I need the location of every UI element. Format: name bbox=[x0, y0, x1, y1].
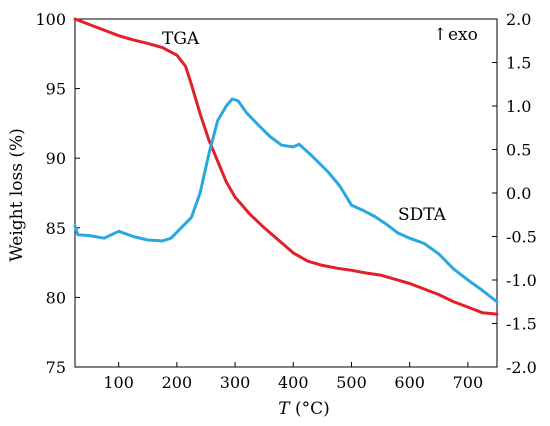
series-line-tga bbox=[73, 17, 499, 316]
exo-arrow-icon: ↑ bbox=[433, 25, 447, 45]
x-axis-title-symbol: T bbox=[278, 399, 291, 419]
x-tick-label: 200 bbox=[162, 373, 193, 392]
y-axis-left: 75 80 85 90 95 100 bbox=[35, 10, 80, 377]
y-left-tick-label: 100 bbox=[35, 10, 66, 29]
x-tick-label: 600 bbox=[394, 373, 425, 392]
series-group bbox=[73, 17, 499, 316]
y-left-tick-label: 80 bbox=[46, 288, 66, 307]
y-right-tick-label: 0.5 bbox=[506, 141, 531, 160]
plot-frame bbox=[74, 18, 498, 368]
exo-label: exo bbox=[448, 25, 478, 45]
sdta-label: SDTA bbox=[398, 205, 447, 225]
y-left-tick-label: 90 bbox=[46, 149, 66, 168]
y-right-tick-label: -0.5 bbox=[506, 228, 537, 247]
y-right-tick-label: 0.0 bbox=[506, 184, 531, 203]
y-right-tick-label: 2.0 bbox=[506, 10, 531, 29]
y-left-tick-label: 75 bbox=[46, 358, 66, 377]
x-tick-label: 400 bbox=[278, 373, 309, 392]
y-axis-right: -2.0 -1.5 -1.0 -0.5 0.0 0.5 1.0 1.5 2.0 bbox=[492, 10, 537, 377]
y-right-tick-label: -1.0 bbox=[506, 271, 537, 290]
x-axis-title-unit: (°C) bbox=[290, 399, 330, 419]
x-tick-label: 700 bbox=[453, 373, 484, 392]
y-left-tick-label: 95 bbox=[46, 80, 66, 99]
tga-label: TGA bbox=[162, 29, 200, 49]
y-right-tick-label: 1.5 bbox=[506, 54, 531, 73]
x-tick-label: 500 bbox=[336, 373, 367, 392]
y-right-tick-label: -2.0 bbox=[506, 358, 537, 377]
x-axis: 100 200 300 400 500 600 700 bbox=[103, 362, 483, 392]
y-left-tick-label: 85 bbox=[46, 219, 66, 238]
series-line-sdta bbox=[73, 97, 499, 304]
y-axis-left-title: Weight loss (%) bbox=[7, 128, 27, 262]
y-right-tick-label: -1.5 bbox=[506, 315, 537, 334]
x-tick-label: 100 bbox=[103, 373, 134, 392]
x-tick-label: 300 bbox=[220, 373, 251, 392]
x-axis-title: T (°C) bbox=[278, 399, 330, 419]
y-right-tick-label: 1.0 bbox=[506, 97, 531, 116]
